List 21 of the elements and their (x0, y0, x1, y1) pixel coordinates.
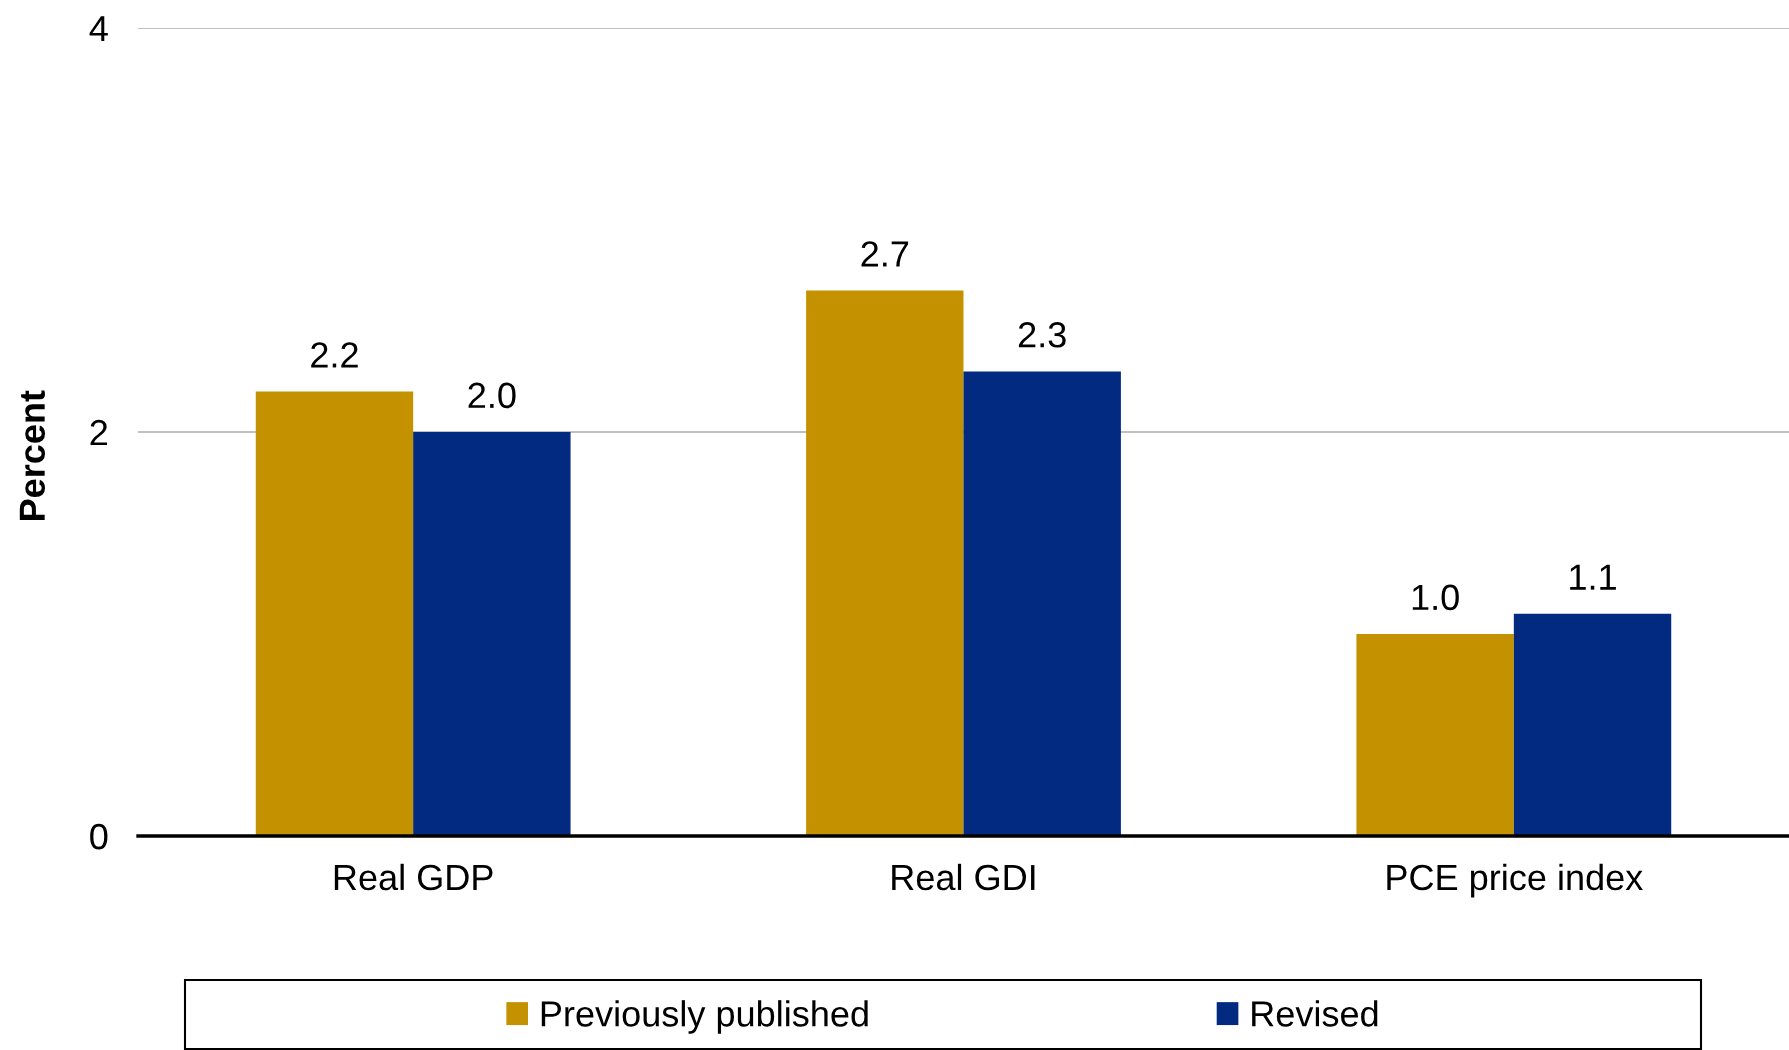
data-label: 2.3 (1018, 322, 1066, 348)
data-label: 2.2 (311, 342, 358, 368)
y-tick-label: 2 (90, 419, 108, 446)
bar (963, 371, 1121, 836)
bar (255, 391, 414, 836)
data-label: 2.7 (861, 241, 909, 267)
x-tick-label: Real GDP (334, 863, 493, 891)
x-tick-label: PCE price index (1387, 863, 1643, 898)
data-label: 2.0 (468, 382, 516, 409)
bar (806, 290, 964, 836)
legend-label: Revised (1252, 1000, 1378, 1027)
legend-label: Previously published (541, 1000, 868, 1034)
bar (1356, 634, 1514, 836)
data-label: 1.1 (1570, 564, 1616, 590)
y-axis-title: Percent (19, 390, 46, 521)
bar (413, 432, 571, 836)
x-tick-label: Real GDI (892, 863, 1035, 891)
bar (1513, 613, 1672, 836)
data-label: 1.0 (1412, 584, 1459, 611)
y-tick-label: 4 (89, 16, 108, 42)
y-tick-label: 0 (90, 823, 108, 850)
